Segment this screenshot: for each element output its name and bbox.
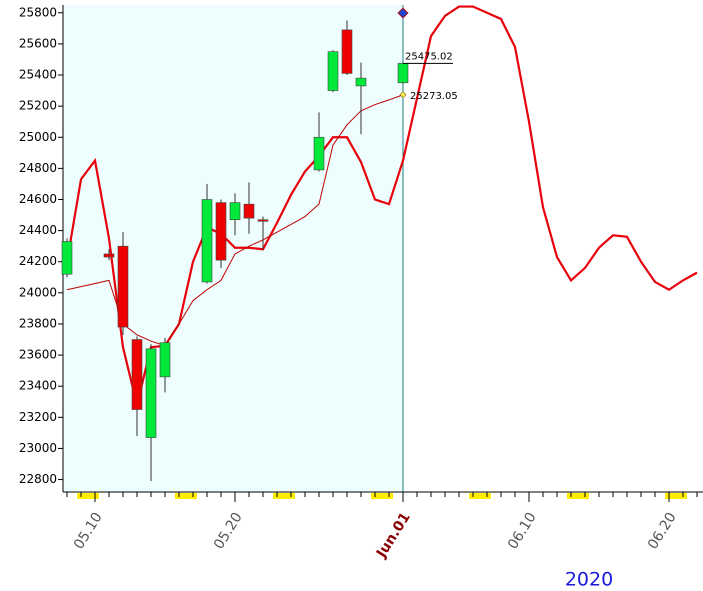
candle-body [229, 202, 241, 221]
y-tick-label: 22800 [19, 472, 57, 486]
x-tick-label: 06.20 [645, 510, 680, 552]
close-label: 25475.02 [405, 51, 453, 62]
candle-body [201, 199, 213, 283]
candle-body [327, 51, 339, 91]
y-tick-label: 24000 [19, 285, 57, 299]
candle-body [145, 348, 157, 438]
weekend-block [371, 493, 393, 499]
y-tick-label: 24200 [19, 254, 57, 268]
candle-body [313, 136, 325, 171]
candle-body [243, 203, 255, 219]
weekend-block [665, 493, 687, 499]
x-tick-label: 05.10 [71, 510, 106, 552]
y-tick-label: 24400 [19, 223, 57, 237]
y-tick-label: 23200 [19, 410, 57, 424]
top-marker [397, 7, 409, 19]
y-tick-label: 25600 [19, 36, 57, 50]
candle-body [159, 342, 171, 378]
weekend-block [469, 493, 491, 499]
average-label: 25273.05 [410, 91, 458, 102]
history-background [63, 5, 403, 492]
weekend-block [567, 493, 589, 499]
candle-body [131, 339, 143, 410]
y-tick-label: 25000 [19, 130, 57, 144]
y-tick-label: 23600 [19, 348, 57, 362]
y-tick-label: 23400 [19, 379, 57, 393]
year-label: 2020 [565, 569, 613, 591]
candle-body [355, 77, 367, 87]
candle-body [341, 29, 353, 74]
y-tick-label: 23800 [19, 316, 57, 330]
y-tick-label: 24800 [19, 161, 57, 175]
weekend-block [175, 493, 197, 499]
weekend-block [273, 493, 295, 499]
candle-body [397, 63, 409, 84]
y-tick-label: 25200 [19, 99, 57, 113]
candle-body [257, 219, 269, 222]
x-tick-label: 06.10 [505, 510, 540, 552]
y-tick-label: 23000 [19, 441, 57, 455]
x-tick-label: Jun.01 [373, 510, 414, 562]
y-tick-label: 24600 [19, 192, 57, 206]
weekend-block [77, 493, 99, 499]
candle-body [61, 241, 73, 275]
candle-body [103, 253, 115, 258]
average-end-marker [399, 91, 407, 99]
y-tick-label: 25400 [19, 68, 57, 82]
candle-body [215, 202, 227, 261]
y-tick-label: 25800 [19, 5, 57, 19]
candle-body [117, 245, 129, 328]
x-tick-label: 05.20 [211, 510, 246, 552]
